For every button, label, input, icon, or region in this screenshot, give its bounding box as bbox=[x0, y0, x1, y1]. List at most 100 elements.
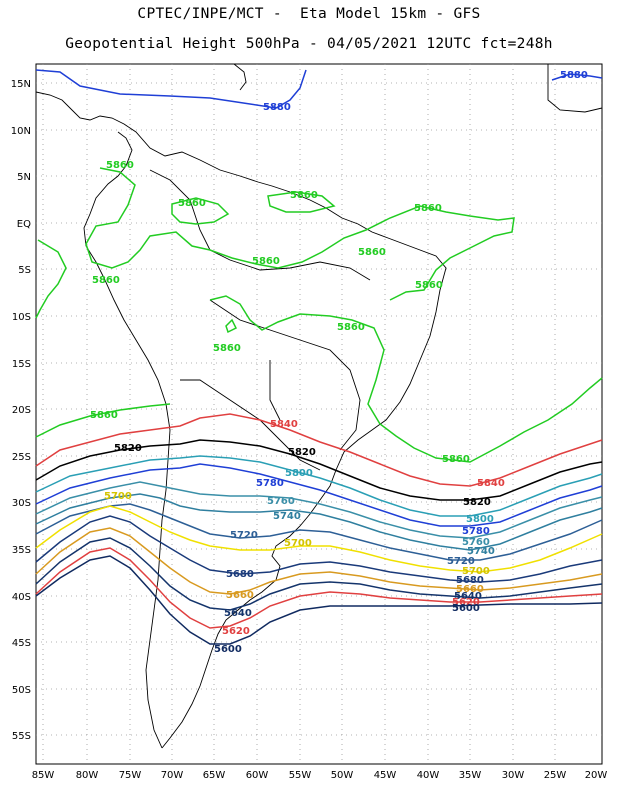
contour-5800 bbox=[35, 455, 603, 517]
contour-lines bbox=[35, 69, 603, 645]
contour-label: 5620 bbox=[452, 597, 480, 608]
contour-label: 5740 bbox=[467, 546, 495, 557]
contour-label: 5860 bbox=[415, 280, 443, 291]
lat-label: 15N bbox=[11, 79, 31, 90]
contour-5620 bbox=[35, 547, 603, 629]
lat-label: 40S bbox=[12, 592, 31, 603]
contour-5860 bbox=[209, 295, 603, 463]
lon-label: 75W bbox=[119, 770, 142, 781]
contour-5820 bbox=[35, 439, 603, 501]
contour-5840 bbox=[35, 413, 603, 487]
contour-5760 bbox=[35, 481, 603, 539]
contour-label: 5720 bbox=[447, 556, 475, 567]
contour-5720 bbox=[35, 503, 603, 561]
contour-label: 5860 bbox=[90, 410, 118, 421]
contour-5700 bbox=[35, 505, 603, 573]
contour-label: 5820 bbox=[288, 447, 316, 458]
lat-label: 20S bbox=[12, 405, 31, 416]
contour-label: 5860 bbox=[442, 454, 470, 465]
lon-label: 60W bbox=[246, 770, 269, 781]
contour-label: 5780 bbox=[256, 478, 284, 489]
contour-label: 5880 bbox=[263, 102, 291, 113]
contour-5860 bbox=[225, 318, 238, 334]
lat-label: 50S bbox=[12, 685, 31, 696]
lon-label: 20W bbox=[585, 770, 608, 781]
lat-label: 15S bbox=[12, 359, 31, 370]
contour-5880 bbox=[551, 73, 603, 81]
lon-label: 45W bbox=[374, 770, 397, 781]
lat-label: 55S bbox=[12, 731, 31, 742]
contour-label: 5680 bbox=[456, 575, 484, 586]
lon-label: 25W bbox=[544, 770, 567, 781]
contour-label: 5760 bbox=[267, 496, 295, 507]
contour-label: 5640 bbox=[224, 608, 252, 619]
contour-label: 5840 bbox=[477, 478, 505, 489]
contour-5880 bbox=[35, 69, 307, 109]
contour-label: 5740 bbox=[273, 511, 301, 522]
lat-label: 30S bbox=[12, 498, 31, 509]
contour-label: 5600 bbox=[214, 644, 242, 655]
contour-5660 bbox=[35, 527, 603, 595]
map-title-line-1: CPTEC/INPE/MCT - Eta Model 15km - GFS bbox=[137, 6, 481, 22]
contour-label: 5760 bbox=[462, 537, 490, 548]
contour-label: 5640 bbox=[454, 591, 482, 602]
lat-label: 10N bbox=[11, 126, 31, 137]
contour-label: 5860 bbox=[337, 322, 365, 333]
lat-label: 45S bbox=[12, 638, 31, 649]
longitude-labels: 85W 80W 75W 70W 65W 60W 55W 50W 45W 40W … bbox=[32, 770, 608, 781]
lon-label: 40W bbox=[417, 770, 440, 781]
contour-label: 5860 bbox=[290, 190, 318, 201]
lon-label: 50W bbox=[331, 770, 354, 781]
contour-5860 bbox=[35, 239, 67, 319]
lon-label: 30W bbox=[502, 770, 525, 781]
lat-label: 10S bbox=[12, 312, 31, 323]
contour-5860 bbox=[267, 191, 336, 213]
latitude-labels: 15N 10N 5N EQ 5S 10S 15S 20S 25S 30S 35S… bbox=[11, 79, 31, 742]
lat-label: EQ bbox=[17, 219, 31, 230]
lon-label: 65W bbox=[203, 770, 226, 781]
contour-label: 5660 bbox=[226, 590, 254, 601]
contour-5740 bbox=[35, 493, 603, 551]
contour-label: 5680 bbox=[226, 569, 254, 580]
contour-label: 5660 bbox=[456, 584, 484, 595]
contour-label: 5880 bbox=[560, 70, 588, 81]
contour-label: 5800 bbox=[466, 514, 494, 525]
contour-5860 bbox=[85, 167, 515, 301]
lon-label: 85W bbox=[32, 770, 55, 781]
contour-label: 5620 bbox=[222, 626, 250, 637]
contour-label: 5700 bbox=[462, 566, 490, 577]
contour-label: 5780 bbox=[462, 526, 490, 537]
lat-label: 35S bbox=[12, 545, 31, 556]
contour-labels: 5880 5880 5860 5860 5860 5860 5860 5860 … bbox=[90, 70, 588, 655]
lat-label: 25S bbox=[12, 452, 31, 463]
contour-5860 bbox=[35, 403, 171, 438]
contour-5600 bbox=[35, 555, 603, 645]
lon-label: 35W bbox=[459, 770, 482, 781]
contour-label: 5860 bbox=[414, 203, 442, 214]
contour-label: 5720 bbox=[230, 530, 258, 541]
contour-label: 5860 bbox=[252, 256, 280, 267]
contour-label: 5700 bbox=[104, 491, 132, 502]
contour-5680 bbox=[35, 515, 603, 583]
contour-5640 bbox=[35, 537, 603, 611]
lon-label: 70W bbox=[161, 770, 184, 781]
lon-label: 80W bbox=[76, 770, 99, 781]
contour-label: 5800 bbox=[285, 468, 313, 479]
contour-label: 5820 bbox=[114, 443, 142, 454]
lat-label: 5N bbox=[17, 172, 31, 183]
map-title-line-2: Geopotential Height 500hPa - 04/05/2021 … bbox=[65, 36, 553, 52]
contour-label: 5860 bbox=[92, 275, 120, 286]
contour-5860 bbox=[171, 197, 230, 225]
contour-label: 5860 bbox=[358, 247, 386, 258]
contour-label: 5820 bbox=[463, 497, 491, 508]
contour-label: 5700 bbox=[284, 538, 312, 549]
contour-5780 bbox=[35, 463, 603, 527]
contour-label: 5860 bbox=[106, 160, 134, 171]
contour-label: 5860 bbox=[178, 198, 206, 209]
grid-lines bbox=[36, 64, 602, 764]
lon-label: 55W bbox=[289, 770, 312, 781]
contour-label: 5600 bbox=[452, 603, 480, 614]
lat-label: 5S bbox=[18, 265, 31, 276]
contour-label: 5860 bbox=[213, 343, 241, 354]
